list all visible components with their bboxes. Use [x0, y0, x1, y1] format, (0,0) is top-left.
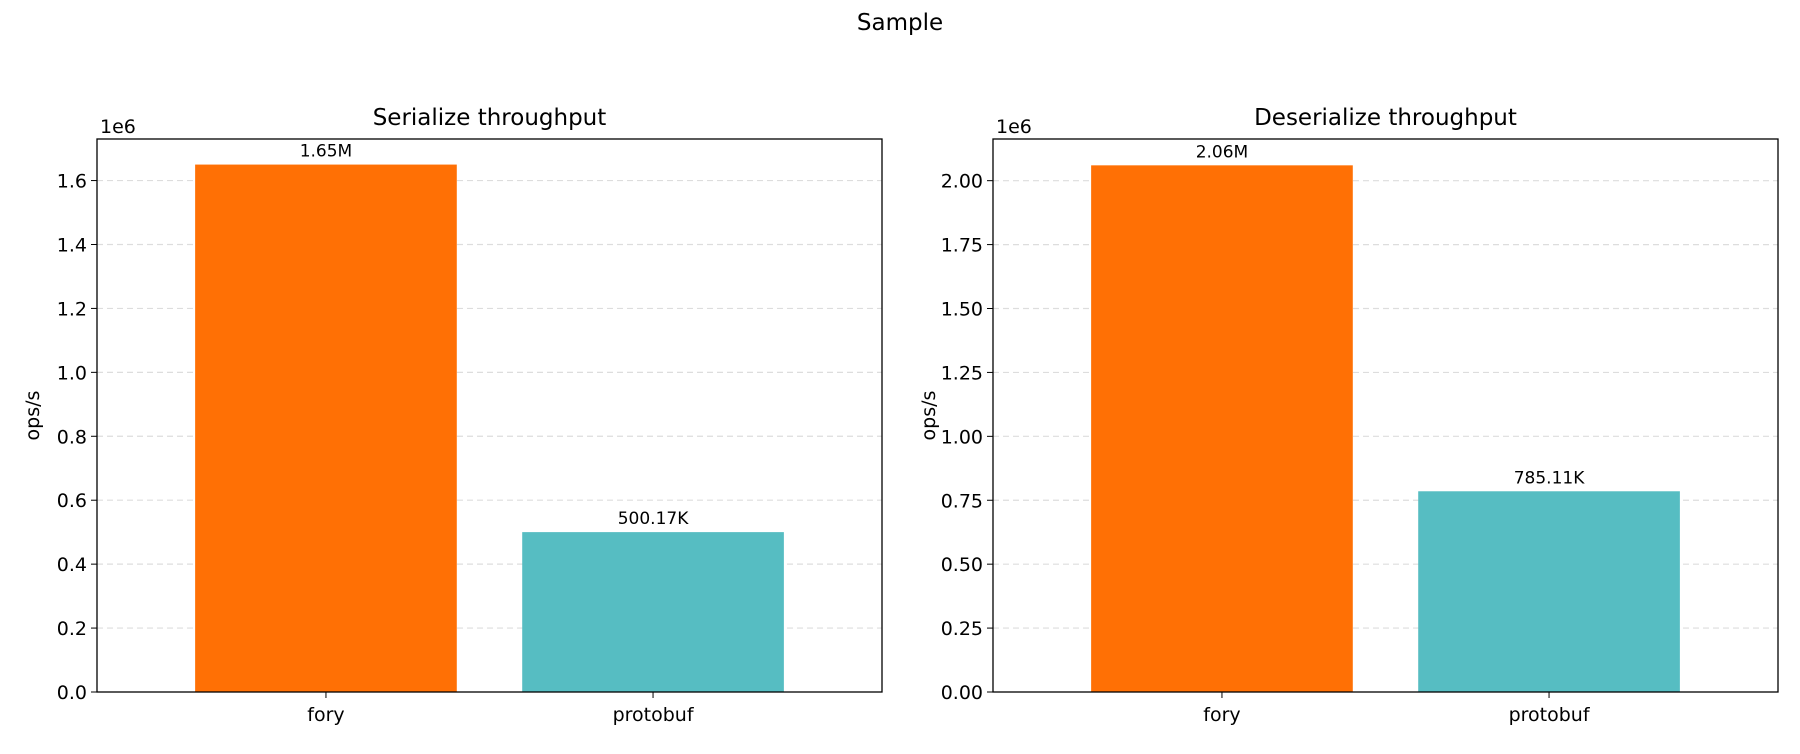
y-tick-label: 1.50: [941, 299, 983, 321]
chart-panel-2: 2.06M fory 785.11K protobuf 0.00 0.25 0.50 0.75…: [918, 105, 1779, 726]
y-tick-label: 1.2: [57, 298, 87, 320]
chart-title: Deserialize throughput: [1254, 105, 1517, 131]
y-tick-label: 0.4: [57, 554, 87, 576]
y-tick-label: 1.6: [57, 171, 87, 193]
y-tick-label: 0.6: [57, 490, 87, 512]
bar-value-label: 785.11K: [1514, 468, 1585, 488]
x-tick-label: fory: [307, 704, 344, 726]
plot-frame: [96, 138, 883, 693]
y-offset-label: 1e6: [996, 116, 1032, 138]
x-tick-label: protobuf: [1509, 704, 1591, 726]
y-tick-label: 1.0: [57, 362, 87, 384]
y-axis-label: ops/s: [22, 391, 44, 441]
y-tick-label: 0.25: [941, 618, 983, 640]
bar-protobuf: [522, 532, 784, 692]
bar-fory: [1091, 165, 1353, 693]
y-tick-label: 1.00: [941, 426, 983, 448]
bar-protobuf: [1418, 491, 1680, 692]
y-tick-label: 0.75: [941, 490, 983, 512]
bar-value-label: 500.17K: [618, 509, 689, 529]
y-tick-label: 2.00: [941, 171, 983, 193]
x-tick-label: protobuf: [613, 704, 695, 726]
bar-value-label: 2.06M: [1196, 142, 1249, 162]
y-tick-label: 1.4: [57, 234, 87, 256]
y-tick-label: 1.75: [941, 235, 983, 257]
y-tick-label: 0.50: [941, 554, 983, 576]
plot-frame: [992, 138, 1779, 693]
x-tick-label: fory: [1203, 704, 1240, 726]
bar-value-label: 1.65M: [300, 142, 353, 162]
bar-fory: [195, 164, 457, 692]
y-tick-label: 1.25: [941, 362, 983, 384]
y-tick-label: 0.00: [941, 682, 983, 704]
y-tick-label: 0.2: [57, 618, 87, 640]
figure-title: Sample: [856, 10, 944, 36]
chart-title: Serialize throughput: [373, 105, 607, 131]
y-tick-label: 0.8: [57, 426, 87, 448]
chart-panel-1: 1.65M fory 500.17K protobuf 0.0 0.2 0.4 0.6 0.8 1…: [22, 105, 883, 726]
y-offset-label: 1e6: [100, 116, 136, 138]
y-tick-label: 0.0: [57, 682, 87, 704]
y-axis-label: ops/s: [918, 391, 940, 441]
